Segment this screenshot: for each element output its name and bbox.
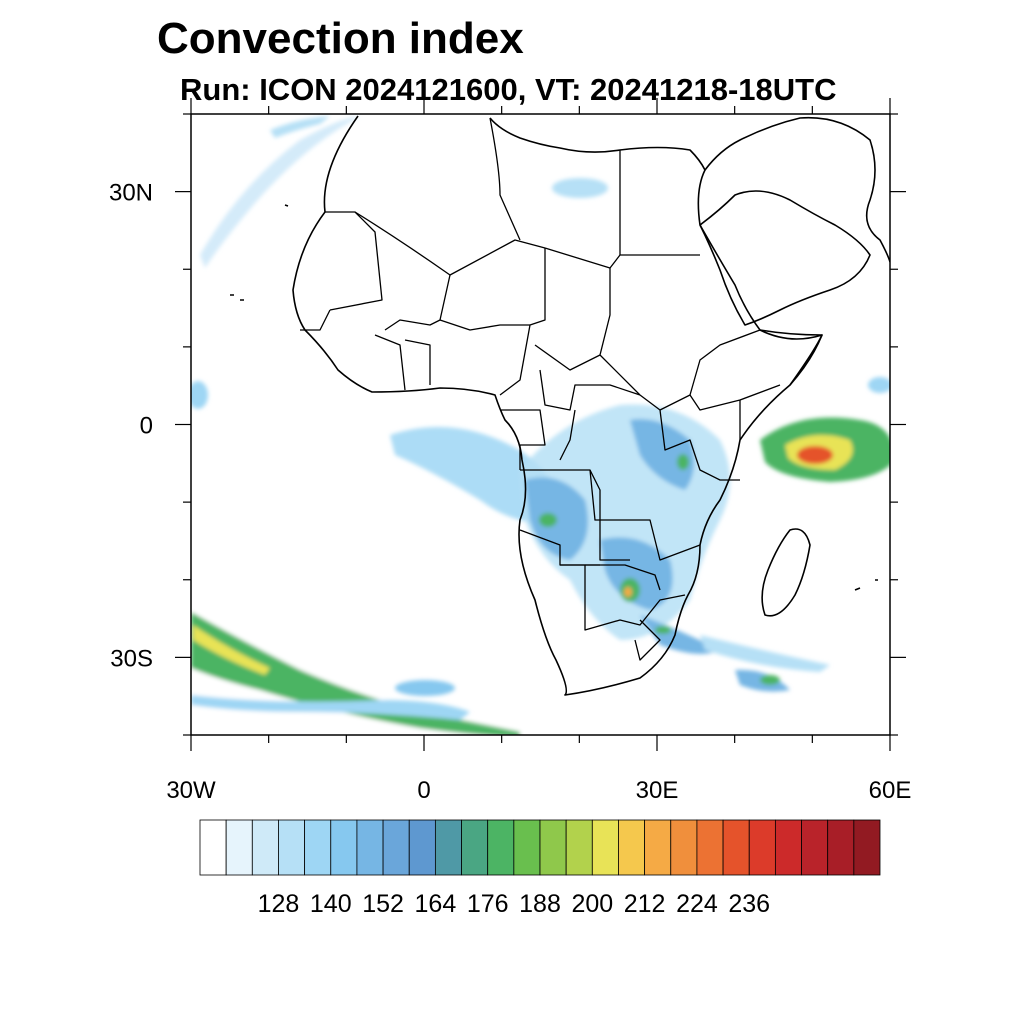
colorbar-swatch	[408, 819, 436, 876]
field-sa-west-patch	[395, 680, 455, 696]
field-zambia	[600, 537, 673, 610]
lon-label: 30W	[166, 777, 216, 804]
mideast-coast	[704, 116, 890, 263]
canary-islands	[230, 204, 289, 301]
colorbar-swatch	[670, 819, 698, 876]
colorbar-swatch	[827, 819, 855, 876]
colorbar-swatch	[278, 819, 306, 876]
colorbar-swatch	[722, 819, 750, 876]
africa-coastline	[292, 115, 823, 696]
country-borders	[300, 117, 781, 661]
colorbar-swatch	[199, 819, 227, 876]
madagascar	[761, 528, 811, 617]
colorbar-label: 188	[519, 890, 561, 918]
field-indian-storm-edge	[868, 377, 890, 393]
colorbar-swatch	[591, 819, 619, 876]
colorbar-swatch	[382, 819, 410, 876]
colorbar-swatch	[434, 819, 462, 876]
colorbar-label: 152	[362, 890, 404, 918]
field-angola-core	[539, 513, 557, 527]
colorbar	[199, 819, 881, 876]
lat-label: 0	[140, 413, 153, 440]
field-mad-core	[760, 675, 780, 685]
colorbar-swatch	[487, 819, 515, 876]
convection-field	[191, 116, 890, 735]
coastlines	[230, 115, 890, 696]
colorbar-label: 200	[571, 890, 613, 918]
field-north-top	[270, 116, 330, 138]
colorbar-swatch	[801, 819, 829, 876]
colorbar-label: 236	[728, 890, 770, 918]
arabia-coastline	[699, 190, 871, 326]
field-south-indian	[700, 635, 830, 672]
colorbar-swatch	[304, 819, 332, 876]
axis-labels: 30W 0 30E 60E 30N 0 30S	[109, 180, 911, 804]
colorbar-swatch	[513, 819, 541, 876]
colorbar-swatch	[461, 819, 489, 876]
field-zimbabwe-hot	[624, 587, 632, 597]
field-mozambique-channel	[640, 615, 720, 654]
colorbar-swatch	[618, 819, 646, 876]
field-great-lakes	[630, 419, 694, 490]
field-west-edge	[191, 381, 208, 409]
colorbar-labels: 128 140 152 164 176 188 200 212 224 236	[258, 890, 770, 918]
lon-label: 0	[417, 777, 430, 804]
horn-of-africa	[759, 329, 823, 386]
colorbar-label: 224	[676, 890, 718, 918]
field-sahara	[552, 178, 608, 198]
colorbar-swatch	[644, 819, 672, 876]
colorbar-swatch	[565, 819, 593, 876]
axis-ticks	[175, 98, 906, 751]
colorbar-label: 164	[415, 890, 457, 918]
colorbar-swatch	[356, 819, 384, 876]
colorbar-swatch	[225, 819, 253, 876]
map-background	[191, 114, 890, 735]
colorbar-label: 212	[624, 890, 666, 918]
lon-label: 30E	[636, 777, 679, 804]
lat-label: 30S	[110, 645, 153, 672]
field-guinea-band	[390, 427, 560, 523]
lon-label: 60E	[869, 777, 912, 804]
field-indian-storm-hot	[797, 446, 833, 464]
colorbar-swatch	[251, 819, 279, 876]
colorbar-swatch	[774, 819, 802, 876]
mascarene-islands	[854, 579, 878, 591]
field-moz-core	[655, 626, 671, 634]
colorbar-label: 128	[258, 890, 300, 918]
lat-label: 30N	[109, 180, 153, 207]
field-south-atlantic-outer	[191, 695, 470, 720]
colorbar-label: 176	[467, 890, 509, 918]
chart-title: Convection index	[157, 14, 524, 63]
chart-subtitle: Run: ICON 2024121600, VT: 20241218-18UTC	[180, 72, 837, 107]
colorbar-swatch	[748, 819, 776, 876]
field-south-atlantic-hot	[193, 625, 270, 675]
colorbar-swatch	[696, 819, 724, 876]
colorbar-swatch	[330, 819, 358, 876]
colorbar-label: 140	[310, 890, 352, 918]
colorbar-swatch	[539, 819, 567, 876]
field-tanzania-core	[677, 454, 689, 470]
colorbar-swatch	[853, 819, 881, 876]
